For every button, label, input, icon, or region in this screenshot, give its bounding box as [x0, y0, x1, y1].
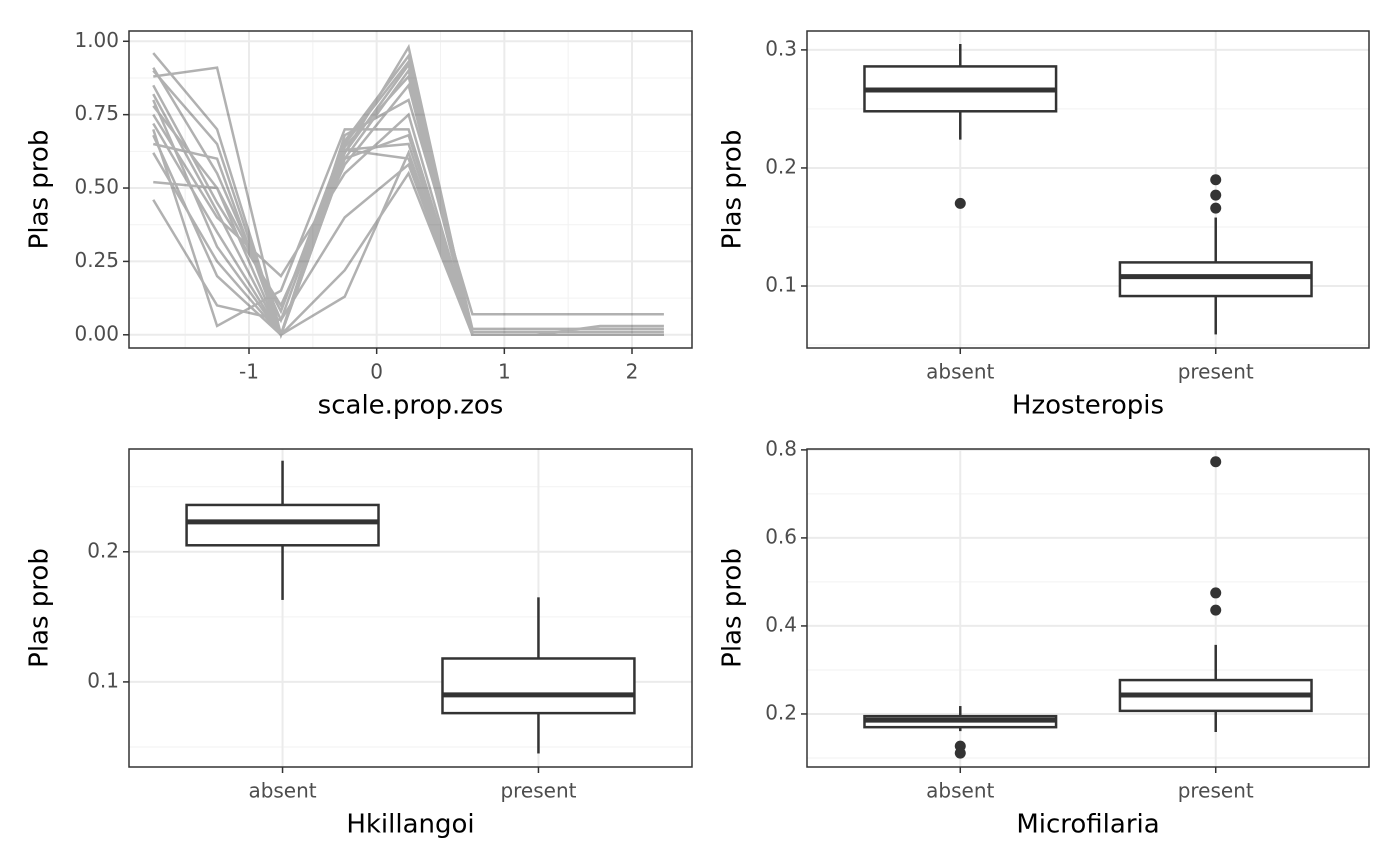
box [441, 657, 636, 715]
x-tick-label: present [1178, 779, 1254, 803]
box [185, 503, 380, 547]
y-tick-label: 0.00 [74, 321, 119, 345]
x-tick-label: present [500, 779, 576, 803]
outlier [1210, 174, 1222, 186]
y-axis-title: Plas prob [718, 548, 748, 668]
y-tick-label: 0.75 [74, 101, 119, 125]
y-axis-title: Plas prob [25, 130, 55, 250]
y-axis-title: Plas prob [25, 548, 55, 668]
line [152, 162, 664, 337]
x-tick-label: absent [248, 779, 316, 803]
x-tick-label: present [1178, 360, 1254, 384]
outlier [1210, 189, 1222, 201]
lines [152, 43, 664, 340]
line [152, 43, 664, 339]
y-tick-label: 0.6 [765, 524, 797, 548]
y-tick-label: 0.2 [765, 154, 797, 178]
line [152, 98, 664, 338]
line [152, 93, 664, 338]
y-tick-label: 0.4 [765, 612, 797, 636]
x-tick-label: 2 [626, 360, 639, 384]
line [152, 58, 664, 331]
x-tick-label: 1 [498, 360, 511, 384]
outlier [954, 197, 966, 209]
y-tick-label: 0.1 [87, 668, 119, 692]
line [153, 170, 664, 337]
y-tick-label: 0.25 [74, 248, 119, 272]
outlier [954, 747, 966, 759]
x-tick-label: absent [926, 779, 994, 803]
outlier [1210, 587, 1222, 599]
line [152, 133, 664, 337]
line [153, 66, 664, 340]
y-tick-label: 0.1 [765, 273, 797, 297]
line [152, 73, 664, 338]
box [1118, 261, 1313, 298]
y-tick-label: 0.2 [765, 700, 797, 724]
line [152, 149, 664, 337]
x-tick-label: -1 [239, 360, 259, 384]
line [152, 128, 664, 337]
line [152, 112, 664, 337]
x-tick-label: 0 [370, 360, 383, 384]
x-axis-title: scale.prop.zos [318, 391, 504, 421]
x-axis-title: Hzosteropis [1012, 391, 1164, 421]
y-tick-label: 0.2 [87, 538, 119, 562]
panel-border [128, 448, 693, 768]
x-tick-label: absent [926, 360, 994, 384]
line [152, 53, 664, 337]
outlier [1210, 456, 1222, 468]
y-tick-label: 1.00 [74, 28, 119, 52]
y-axis-title: Plas prob [718, 130, 748, 250]
line [152, 61, 664, 339]
line [152, 142, 664, 339]
outlier [1210, 202, 1222, 214]
y-tick-label: 0.50 [74, 175, 119, 199]
panel-border [806, 30, 1370, 349]
outlier [1210, 604, 1222, 616]
x-axis-title: Hkillangoi [346, 810, 474, 840]
panel-border [128, 30, 693, 349]
panel-border [806, 448, 1370, 768]
x-axis-title: Microfilaria [1016, 810, 1159, 840]
line [152, 82, 664, 337]
y-tick-label: 0.3 [765, 36, 797, 60]
y-tick-label: 0.8 [765, 436, 797, 460]
